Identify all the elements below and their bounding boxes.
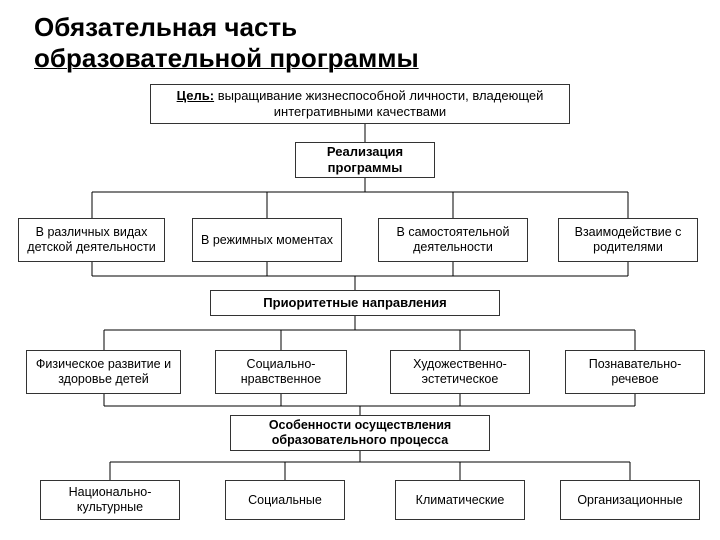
connector-lines [0, 0, 720, 540]
row1-c4: Взаимодействие с родителями [558, 218, 698, 262]
page-title: Обязательная часть образовательной прогр… [34, 12, 419, 74]
realization-header: Реализация программы [295, 142, 435, 178]
row1-c2: В режимных моментах [192, 218, 342, 262]
features-header: Особенности осуществления образовательно… [230, 415, 490, 451]
row2-c2: Социально-нравственное [215, 350, 347, 394]
row3-c1: Национально-культурные [40, 480, 180, 520]
row2-c4: Познавательно-речевое [565, 350, 705, 394]
goal-box: Цель: выращивание жизнеспособной личност… [150, 84, 570, 124]
title-line1: Обязательная часть [34, 12, 297, 42]
row1-c3: В самостоятельной деятельности [378, 218, 528, 262]
row1-c1: В различных видах детской деятельности [18, 218, 165, 262]
row3-c2: Социальные [225, 480, 345, 520]
title-line2: образовательной программы [34, 43, 419, 73]
goal-text: Цель: выращивание жизнеспособной личност… [157, 88, 563, 119]
row2-c1: Физическое развитие и здоровье детей [26, 350, 181, 394]
priority-header: Приоритетные направления [210, 290, 500, 316]
row3-c3: Климатические [395, 480, 525, 520]
row3-c4: Организационные [560, 480, 700, 520]
row2-c3: Художественно-эстетическое [390, 350, 530, 394]
